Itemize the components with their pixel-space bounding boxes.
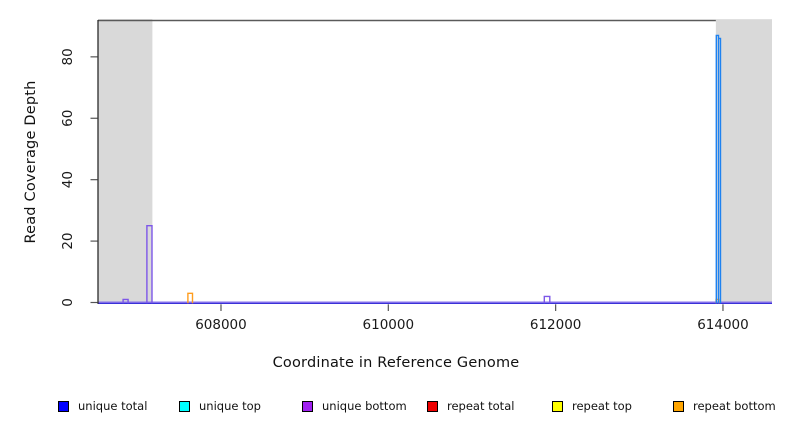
y-axis-title: Read Coverage Depth <box>23 80 39 244</box>
x-axis-title: Coordinate in Reference Genome <box>272 355 520 371</box>
legend-item-unique-top: unique top <box>179 399 261 413</box>
x-tick-label: 614000 <box>697 317 749 333</box>
shaded-region-right-flank <box>715 19 772 304</box>
x-tick-label: 612000 <box>530 317 582 333</box>
series-unique-top <box>715 34 722 304</box>
legend: unique total unique top unique bottom repea… <box>0 399 792 417</box>
legend-label: unique bottom <box>322 399 407 413</box>
y-tick-label: 60 <box>60 110 76 127</box>
legend-swatch-icon <box>552 400 563 412</box>
legend-item-unique-total: unique total <box>58 399 147 413</box>
legend-item-unique-bottom: unique bottom <box>302 399 407 413</box>
series-unique-bottom <box>122 225 551 304</box>
y-tick-label: 20 <box>60 232 76 249</box>
x-tick-label: 608000 <box>195 317 247 333</box>
legend-swatch-icon <box>58 400 69 412</box>
y-tick-label: 80 <box>60 48 76 65</box>
legend-item-repeat-bottom: repeat bottom <box>673 399 776 413</box>
legend-item-repeat-top: repeat top <box>552 399 632 413</box>
legend-swatch-icon <box>673 400 684 412</box>
legend-label: unique top <box>199 399 261 413</box>
shaded-region-left-flank <box>98 19 153 304</box>
legend-swatch-icon <box>179 400 190 412</box>
legend-label: repeat top <box>572 399 632 413</box>
y-tick-label: 0 <box>60 298 76 307</box>
x-tick-label: 610000 <box>363 317 415 333</box>
legend-swatch-icon <box>427 400 438 412</box>
legend-label: unique total <box>78 399 148 413</box>
y-tick-label: 40 <box>60 171 76 188</box>
legend-item-repeat-total: repeat total <box>427 399 514 413</box>
legend-label: repeat total <box>447 399 515 413</box>
legend-swatch-icon <box>302 400 313 412</box>
legend-label: repeat bottom <box>693 399 776 413</box>
